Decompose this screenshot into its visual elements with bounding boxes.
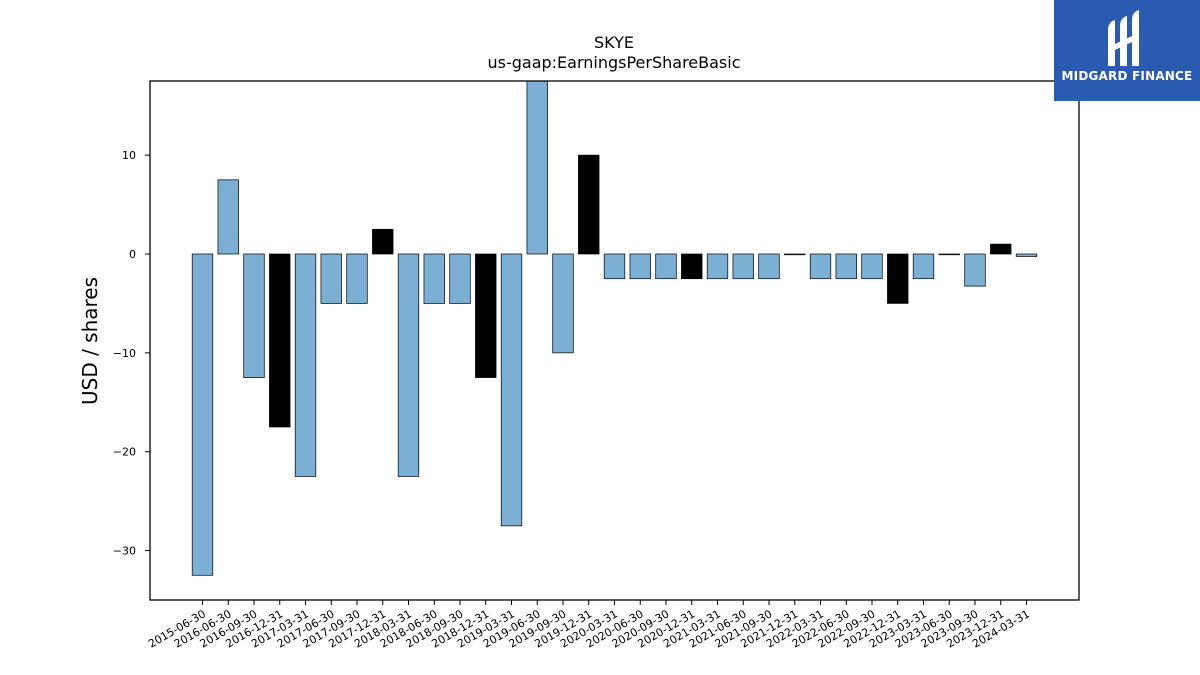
bar-2023-06-30 (938, 253, 960, 256)
bar-2016-12-31 (269, 253, 291, 428)
bar-2021-09-30 (758, 253, 780, 280)
bar-2023-03-31 (912, 253, 935, 280)
brand-name: MIDGARD FINANCE (1061, 69, 1193, 83)
y-axis: 10 0 −10 −20 −30 (113, 149, 150, 558)
bar-2019-09-30 (552, 253, 574, 354)
bar-2020-09-30 (655, 253, 677, 280)
y-tick-label: −30 (113, 545, 136, 558)
y-axis-label: USD / shares (78, 277, 102, 405)
bar-2022-06-30 (835, 253, 857, 280)
bar-2018-03-31 (397, 253, 420, 477)
bar-2022-12-31 (887, 253, 909, 304)
bar-2023-12-31 (990, 243, 1012, 255)
bar-2017-09-30 (346, 253, 368, 304)
bar-2021-03-31 (706, 253, 729, 280)
y-tick-label: 10 (122, 149, 136, 162)
bar-2019-06-30 (526, 80, 548, 255)
bar-2022-03-31 (809, 253, 832, 280)
bar-2022-09-30 (861, 253, 883, 280)
bar-2018-06-30 (423, 253, 445, 304)
bar-2021-06-30 (732, 253, 754, 280)
y-tick-label: −20 (113, 446, 136, 459)
bar-2019-03-31 (500, 253, 523, 527)
midgard-logo-icon (1108, 10, 1139, 66)
bar-2024-03-31 (1015, 253, 1038, 257)
midgard-finance-logo: MIDGARD FINANCE (1054, 0, 1200, 101)
bar-2017-06-30 (320, 253, 342, 304)
bar-2016-06-30 (217, 179, 239, 255)
y-tick-label: −10 (113, 347, 136, 360)
bar-2020-06-30 (629, 253, 651, 280)
y-tick-label: 0 (129, 248, 136, 261)
bars-group (191, 80, 1038, 576)
bar-2019-12-31 (578, 154, 600, 255)
bar-2017-03-31 (294, 253, 317, 477)
bar-2023-09-30 (964, 253, 986, 287)
bar-2017-12-31 (372, 228, 394, 255)
bar-2020-12-31 (681, 253, 703, 280)
chart-title: SKYE (594, 33, 634, 52)
bar-2016-09-30 (243, 253, 265, 378)
bar-2015-06-30 (191, 253, 214, 576)
x-axis: 2015-06-302016-06-302016-09-302016-12-31… (146, 600, 1032, 651)
bar-2018-09-30 (449, 253, 471, 304)
chart-subtitle: us-gaap:EarningsPerShareBasic (487, 53, 740, 72)
bar-2020-03-31 (603, 253, 626, 280)
bar-2021-12-31 (784, 253, 806, 256)
plot-frame (149, 80, 1080, 601)
bar-2018-12-31 (475, 253, 497, 378)
